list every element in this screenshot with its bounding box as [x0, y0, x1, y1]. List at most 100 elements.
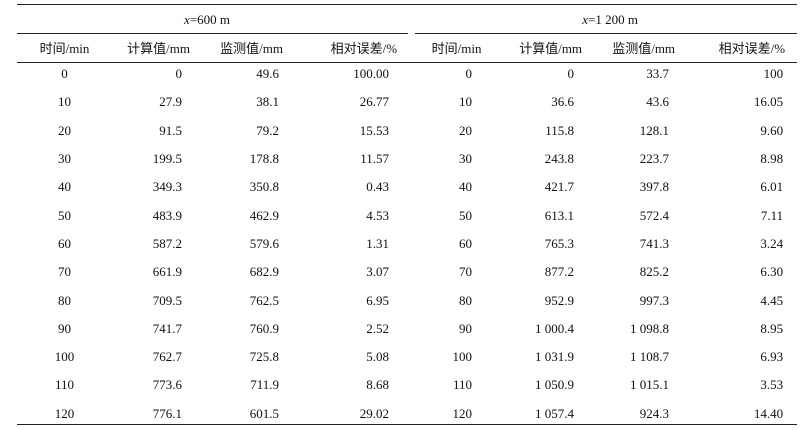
- cell-error-600: 6.95: [366, 292, 390, 308]
- cell-error-600: 1.31: [366, 235, 390, 251]
- cell-calc-600: 199.5: [152, 151, 182, 167]
- cell-time-1200: 0: [465, 66, 473, 82]
- cell-error-600: 3.07: [366, 264, 390, 280]
- cell-monitor-1200: 397.8: [639, 179, 670, 195]
- cell-calc-600: 773.6: [152, 377, 182, 393]
- cell-time-600: 10: [58, 94, 71, 110]
- cell-calc-1200: 243.8: [544, 151, 575, 167]
- cell-error-600: 11.57: [360, 151, 390, 167]
- col-header-error: 相对误差/%: [330, 40, 398, 56]
- cell-time-1200: 110: [453, 377, 473, 393]
- cell-time-600: 50: [58, 207, 71, 223]
- cell-monitor-600: 601.5: [249, 405, 279, 421]
- bottom-rule: [17, 424, 797, 425]
- cell-time-600: 60: [58, 235, 71, 251]
- cell-time-600: 30: [58, 151, 71, 167]
- group-left-text: =600 m: [189, 11, 231, 27]
- cell-time-600: 90: [58, 320, 71, 336]
- cell-monitor-600: 79.2: [256, 122, 279, 138]
- cell-time-600: 0: [61, 66, 68, 82]
- cell-time-600: 100: [54, 349, 75, 365]
- group-left-var: x: [184, 11, 190, 27]
- table-body: 0 0 49.6 100.00 0 0 33.7 100 10 27.9 38.…: [17, 60, 797, 428]
- cell-error-600: 2.52: [366, 320, 390, 336]
- table-row: 30 199.5 178.8 11.57 30 243.8 223.7 8.98: [17, 145, 797, 173]
- cell-time-600: 120: [54, 405, 75, 421]
- cell-monitor-1200: 997.3: [639, 292, 670, 308]
- cell-monitor-1200: 33.7: [646, 66, 670, 82]
- col-header-calc: 计算值/mm: [127, 40, 190, 56]
- cell-monitor-1200: 128.1: [639, 122, 670, 138]
- cell-error-600: 100.00: [353, 66, 390, 82]
- cell-time-1200: 50: [459, 207, 473, 223]
- cell-monitor-1200: 924.3: [639, 405, 670, 421]
- cell-time-1200: 10: [459, 94, 473, 110]
- cell-calc-1200: 1 050.9: [535, 377, 575, 393]
- cell-time-600: 20: [58, 122, 71, 138]
- cell-time-600: 70: [58, 264, 71, 280]
- cell-error-600: 29.02: [359, 405, 390, 421]
- cell-error-1200: 16.05: [753, 94, 784, 110]
- cell-calc-600: 91.5: [159, 122, 182, 138]
- cell-calc-1200: 1 057.4: [535, 405, 575, 421]
- cell-monitor-1200: 223.7: [639, 151, 670, 167]
- cell-monitor-600: 178.8: [249, 151, 279, 167]
- group-header-left: x=600 m: [17, 4, 410, 34]
- col-header-error: 相对误差/%: [718, 40, 786, 56]
- cell-monitor-600: 462.9: [249, 207, 279, 223]
- cell-time-600: 80: [58, 292, 71, 308]
- cell-monitor-600: 579.6: [249, 235, 279, 251]
- cell-time-600: 40: [58, 179, 71, 195]
- group-header-row: x=600 m x =1 200 m: [17, 4, 798, 34]
- table-row: 90 741.7 760.9 2.52 90 1 000.4 1 098.8 8…: [17, 315, 797, 343]
- cell-calc-1200: 952.9: [544, 292, 575, 308]
- cell-error-1200: 6.93: [760, 349, 784, 365]
- cell-monitor-1200: 825.2: [639, 264, 670, 280]
- cell-calc-1200: 421.7: [544, 179, 575, 195]
- cell-monitor-1200: 1 015.1: [630, 377, 670, 393]
- table-row: 60 587.2 579.6 1.31 60 765.3 741.3 3.24: [17, 230, 797, 258]
- cell-error-1200: 8.95: [760, 320, 784, 336]
- cell-calc-600: 587.2: [152, 235, 182, 251]
- table-row: 110 773.6 711.9 8.68 110 1 050.9 1 015.1…: [17, 371, 797, 399]
- cell-calc-600: 0: [175, 66, 183, 82]
- cell-calc-1200: 115.8: [545, 122, 575, 138]
- col-header-monitor: 监测值/mm: [612, 40, 676, 56]
- table-row: 20 91.5 79.2 15.53 20 115.8 128.1 9.60: [17, 117, 797, 145]
- cell-calc-600: 741.7: [152, 320, 182, 336]
- cell-monitor-600: 350.8: [249, 179, 279, 195]
- cell-error-600: 8.68: [366, 377, 390, 393]
- col-header-monitor: 监测值/mm: [220, 40, 283, 56]
- cell-monitor-600: 38.1: [256, 94, 279, 110]
- cell-time-1200: 20: [459, 122, 473, 138]
- cell-monitor-1200: 741.3: [639, 235, 670, 251]
- cell-time-600: 110: [54, 377, 75, 393]
- cell-monitor-600: 725.8: [249, 349, 279, 365]
- table-row: 0 0 49.6 100.00 0 0 33.7 100: [17, 60, 797, 88]
- col-header-calc: 计算值/mm: [519, 40, 583, 56]
- cell-monitor-1200: 572.4: [639, 207, 670, 223]
- table-row: 120 776.1 601.5 29.02 120 1 057.4 924.3 …: [17, 400, 797, 428]
- cell-error-1200: 14.40: [753, 405, 784, 421]
- cell-error-1200: 6.30: [760, 264, 784, 280]
- cell-time-1200: 100: [452, 349, 473, 365]
- cell-calc-600: 349.3: [152, 179, 182, 195]
- cell-monitor-1200: 1 098.8: [630, 320, 670, 336]
- cell-calc-1200: 1 031.9: [535, 349, 575, 365]
- table-row: 40 349.3 350.8 0.43 40 421.7 397.8 6.01: [17, 173, 797, 201]
- cell-monitor-600: 762.5: [249, 292, 279, 308]
- col-header-time: 时间/min: [39, 40, 90, 56]
- cell-time-1200: 40: [459, 179, 473, 195]
- cell-time-1200: 30: [459, 151, 473, 167]
- group-right-text: =1 200 m: [587, 11, 638, 27]
- cell-calc-1200: 1 000.4: [535, 320, 575, 336]
- cell-monitor-1200: 43.6: [646, 94, 670, 110]
- cell-calc-1200: 765.3: [544, 235, 575, 251]
- cell-calc-600: 762.7: [152, 349, 182, 365]
- cell-error-600: 26.77: [359, 94, 390, 110]
- cell-error-600: 5.08: [366, 349, 390, 365]
- comparison-table: x=600 m x =1 200 m 时间/min 计算值/mm 监测值/mm 相…: [17, 4, 798, 428]
- cell-error-600: 4.53: [366, 207, 390, 223]
- cell-error-1200: 6.01: [760, 179, 784, 195]
